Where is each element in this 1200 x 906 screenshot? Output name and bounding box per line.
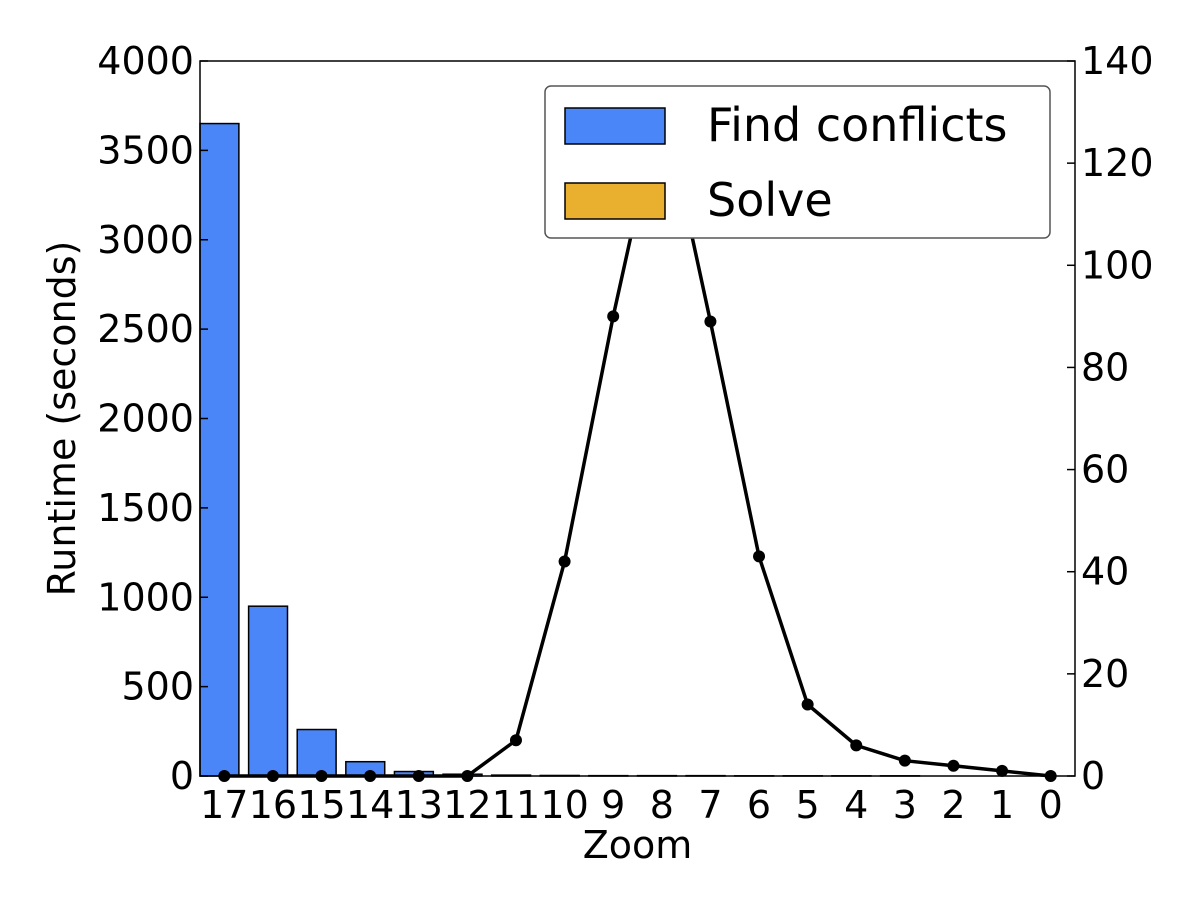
y-tick-label: 1500 [97, 486, 194, 530]
y2-tick-label: 60 [1081, 448, 1129, 492]
x-tick-label: 5 [796, 783, 820, 827]
line-point-1 [996, 765, 1008, 777]
x-tick-label: 3 [893, 783, 917, 827]
bar-find-conflicts-16 [249, 606, 288, 776]
x-tick-label: 4 [844, 783, 868, 827]
x-tick-label: 1 [990, 783, 1014, 827]
y-tick-label: 3000 [97, 218, 194, 262]
x-tick-label: 7 [698, 783, 722, 827]
x-axis-label: Zoom [583, 823, 693, 867]
y2-tick-label: 20 [1081, 652, 1129, 696]
legend-label: Find conflicts [707, 98, 1008, 152]
y2-tick-label: 40 [1081, 550, 1129, 594]
y2-tick-label: 80 [1081, 345, 1129, 389]
x-tick-label: 14 [346, 783, 394, 827]
x-tick-label: 16 [249, 783, 297, 827]
x-tick-label: 13 [395, 783, 443, 827]
line-point-11 [510, 734, 522, 746]
x-tick-label: 9 [601, 783, 625, 827]
y-tick-label: 3500 [97, 128, 194, 172]
x-tick-label: 15 [297, 783, 345, 827]
x-tick-label: 12 [443, 783, 491, 827]
x-tick-label: 17 [200, 783, 248, 827]
line-point-10 [559, 556, 571, 568]
x-tick-label: 10 [540, 783, 588, 827]
x-tick-label: 6 [747, 783, 771, 827]
y-tick-label: 4000 [97, 39, 194, 83]
line-point-5 [802, 699, 814, 711]
bar-find-conflicts-17 [200, 124, 239, 776]
line-point-6 [753, 550, 765, 562]
y-tick-label: 0 [170, 754, 194, 798]
x-tick-label: 0 [1039, 783, 1063, 827]
y-tick-label: 2500 [97, 307, 194, 351]
x-tick-label: 11 [492, 783, 540, 827]
x-tick-label: 2 [941, 783, 965, 827]
y2-tick-label: 0 [1081, 754, 1105, 798]
y2-tick-label: 120 [1081, 141, 1154, 185]
line-point-3 [899, 755, 911, 767]
x-tick-label: 8 [650, 783, 674, 827]
y-tick-label: 1000 [97, 575, 194, 619]
y2-tick-label: 100 [1081, 243, 1154, 287]
y-tick-label: 500 [121, 665, 194, 709]
line-point-9 [607, 310, 619, 322]
line-point-7 [704, 315, 716, 327]
y2-tick-label: 140 [1081, 39, 1154, 83]
legend-label: Solve [707, 173, 833, 227]
legend: Find conflicts Solve [545, 86, 1050, 238]
legend-swatch [565, 108, 665, 144]
legend-swatch [565, 183, 665, 219]
y-axis-label: Runtime (seconds) [40, 241, 84, 597]
y-tick-label: 2000 [97, 397, 194, 441]
line-point-2 [947, 760, 959, 772]
bar-find-conflicts-15 [297, 730, 336, 776]
line-point-4 [850, 739, 862, 751]
